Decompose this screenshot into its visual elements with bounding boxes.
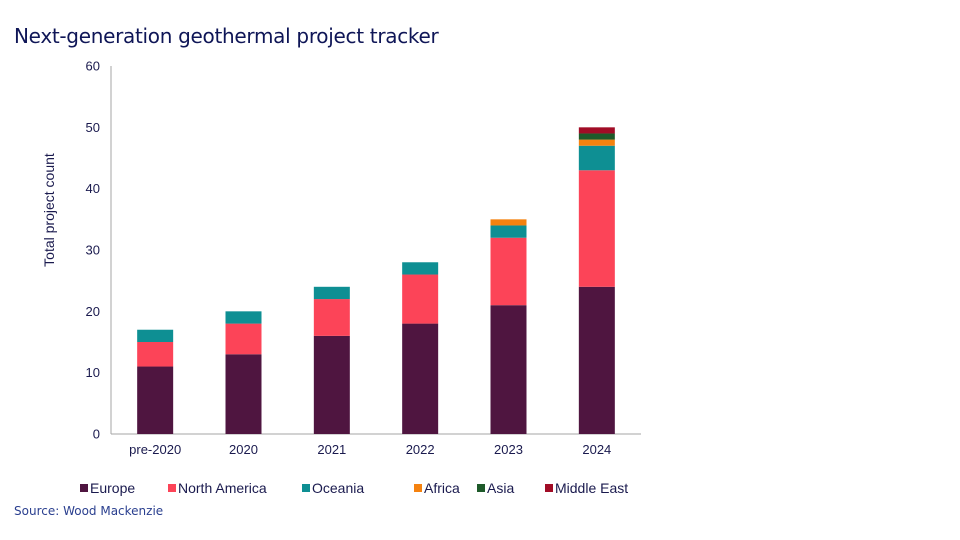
y-tick-label: 60 <box>86 59 100 74</box>
bar-segment-north-america <box>225 323 262 355</box>
axes: 0 10 20 30 40 50 60 Total project count pre-2020… <box>41 59 641 457</box>
legend-label: Middle East <box>555 480 628 496</box>
chart-title: Next-generation geothermal project track… <box>14 24 439 48</box>
bar-segment-oceania <box>225 311 262 324</box>
x-tick-label: 2022 <box>406 442 435 457</box>
legend-swatch <box>302 484 310 492</box>
y-axis-title: Total project count <box>41 153 57 267</box>
legend-item: Oceania <box>302 480 364 496</box>
bar-segment-middle-east <box>578 127 615 134</box>
legend-item: North America <box>168 480 267 496</box>
bars <box>137 127 615 434</box>
bar-segment-europe <box>313 335 350 434</box>
legend-label: Africa <box>424 480 460 496</box>
bar-segment-oceania <box>402 262 439 275</box>
legend-item: Asia <box>477 480 514 496</box>
bar-segment-oceania <box>490 225 527 238</box>
legend-swatch <box>168 484 176 492</box>
y-tick-label: 30 <box>86 243 100 258</box>
bar-segment-europe <box>578 286 615 434</box>
bar-segment-europe <box>490 305 527 434</box>
bar-segment-north-america <box>313 299 350 336</box>
legend-swatch <box>80 484 88 492</box>
legend-item: Middle East <box>545 480 628 496</box>
bar-segment-north-america <box>578 170 615 287</box>
y-tick-label: 50 <box>86 120 100 135</box>
legend-item: Africa <box>414 480 460 496</box>
x-tick-label: 2021 <box>317 442 346 457</box>
legend-item: Europe <box>80 480 135 496</box>
legend-label: North America <box>178 480 267 496</box>
bar-segment-oceania <box>313 286 350 300</box>
legend-swatch <box>477 484 485 492</box>
bar-segment-europe <box>137 366 174 434</box>
bar-segment-north-america <box>490 237 527 306</box>
bar-segment-africa <box>490 219 527 226</box>
legend: Europe North America Oceania Africa Asia Midd… <box>80 480 628 496</box>
y-tick-label: 0 <box>93 427 100 442</box>
legend-label: Oceania <box>312 480 364 496</box>
bar-segment-asia <box>578 133 615 140</box>
bar-segment-oceania <box>578 145 615 171</box>
source-note: Source: Wood Mackenzie <box>14 504 164 518</box>
x-tick-label: 2020 <box>229 442 258 457</box>
bar-segment-oceania <box>137 329 174 342</box>
bar-segment-europe <box>225 354 262 434</box>
y-tick-label: 40 <box>86 181 100 196</box>
bar-segment-europe <box>402 323 439 434</box>
legend-label: Europe <box>90 480 135 496</box>
legend-swatch <box>414 484 422 492</box>
x-tick-label: 2023 <box>494 442 523 457</box>
y-tick-label: 20 <box>86 304 100 319</box>
x-tick-label: pre-2020 <box>129 442 181 457</box>
legend-label: Asia <box>487 480 514 496</box>
bar-segment-north-america <box>137 342 174 367</box>
x-tick-label: 2024 <box>582 442 611 457</box>
y-tick-label: 10 <box>86 365 100 380</box>
legend-swatch <box>545 484 553 492</box>
bar-segment-africa <box>578 139 615 146</box>
bar-segment-north-america <box>402 274 439 324</box>
